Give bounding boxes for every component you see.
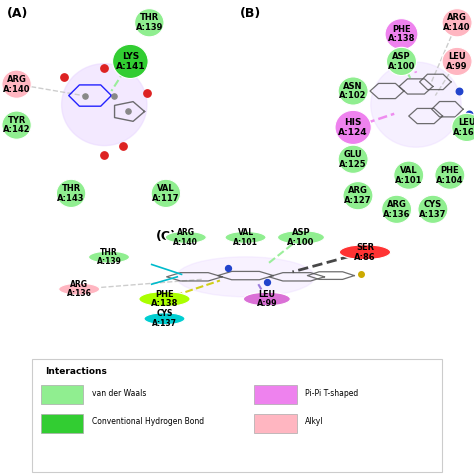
Point xyxy=(357,271,365,278)
Text: ARG
A:136: ARG A:136 xyxy=(67,280,91,299)
FancyBboxPatch shape xyxy=(254,413,297,432)
Circle shape xyxy=(442,9,472,37)
Text: ARG
A:127: ARG A:127 xyxy=(344,186,372,205)
Circle shape xyxy=(225,231,266,243)
Circle shape xyxy=(113,45,148,79)
Text: VAL
A:101: VAL A:101 xyxy=(395,166,422,184)
Text: LEU
A:163: LEU A:163 xyxy=(453,118,474,137)
Circle shape xyxy=(382,195,411,223)
FancyBboxPatch shape xyxy=(41,385,83,404)
Text: ASN
A:102: ASN A:102 xyxy=(339,82,367,100)
FancyBboxPatch shape xyxy=(254,385,297,404)
Text: GLU
A:125: GLU A:125 xyxy=(339,150,367,169)
Text: PHE
A:104: PHE A:104 xyxy=(436,166,464,184)
Text: ARG
A:140: ARG A:140 xyxy=(443,13,471,32)
Circle shape xyxy=(343,182,373,210)
Text: HIS
A:124: HIS A:124 xyxy=(338,118,368,137)
Circle shape xyxy=(452,113,474,142)
Circle shape xyxy=(56,179,86,208)
Text: PHE
A:138: PHE A:138 xyxy=(388,25,415,44)
Text: VAL
A:117: VAL A:117 xyxy=(152,184,180,203)
Text: Pi-Pi T-shaped: Pi-Pi T-shaped xyxy=(305,389,358,398)
FancyBboxPatch shape xyxy=(41,413,83,432)
Text: (B): (B) xyxy=(239,7,261,20)
Text: THR
A:143: THR A:143 xyxy=(57,184,85,203)
Circle shape xyxy=(277,230,324,244)
Circle shape xyxy=(59,283,100,295)
Point xyxy=(465,110,473,118)
Circle shape xyxy=(335,110,371,145)
Text: ARG
A:140: ARG A:140 xyxy=(173,228,198,247)
Circle shape xyxy=(151,179,181,208)
Text: ARG
A:136: ARG A:136 xyxy=(383,200,410,219)
Text: van der Waals: van der Waals xyxy=(92,389,146,398)
Text: CYS
A:137: CYS A:137 xyxy=(419,200,447,219)
Circle shape xyxy=(385,18,418,50)
Point xyxy=(143,90,151,97)
Point xyxy=(82,92,89,100)
Text: Alkyl: Alkyl xyxy=(305,418,324,426)
Circle shape xyxy=(338,145,368,173)
Point xyxy=(100,151,108,158)
Circle shape xyxy=(89,251,129,263)
Text: PHE
A:138: PHE A:138 xyxy=(151,290,178,309)
Circle shape xyxy=(165,231,206,243)
Text: LEU
A:99: LEU A:99 xyxy=(256,290,277,309)
Text: LEU
A:99: LEU A:99 xyxy=(447,52,468,71)
Text: TYR
A:142: TYR A:142 xyxy=(3,116,30,135)
Text: CYS
A:137: CYS A:137 xyxy=(152,310,177,328)
Circle shape xyxy=(135,9,164,37)
Point xyxy=(100,64,108,72)
Point xyxy=(119,142,127,149)
Text: THR
A:139: THR A:139 xyxy=(136,13,163,32)
Circle shape xyxy=(386,47,417,75)
Text: ARG
A:140: ARG A:140 xyxy=(3,75,30,93)
Circle shape xyxy=(338,77,368,105)
Circle shape xyxy=(418,195,448,223)
Point xyxy=(456,87,463,95)
Text: SER
A:86: SER A:86 xyxy=(354,243,376,262)
Circle shape xyxy=(371,62,461,147)
Text: Interactions: Interactions xyxy=(45,367,107,376)
Text: Conventional Hydrogen Bond: Conventional Hydrogen Bond xyxy=(92,418,204,426)
Circle shape xyxy=(144,313,185,325)
Circle shape xyxy=(442,47,472,75)
Point xyxy=(60,73,68,81)
Circle shape xyxy=(139,292,190,306)
Text: VAL
A:101: VAL A:101 xyxy=(233,228,258,247)
Point xyxy=(110,92,118,100)
Text: (A): (A) xyxy=(7,7,28,20)
Text: LYS
A:141: LYS A:141 xyxy=(116,52,145,71)
Circle shape xyxy=(244,292,290,306)
Point xyxy=(124,108,132,115)
Point xyxy=(225,264,232,272)
Point xyxy=(263,278,271,285)
Text: THR
A:139: THR A:139 xyxy=(97,248,121,266)
Text: ASP
A:100: ASP A:100 xyxy=(388,52,415,71)
Circle shape xyxy=(62,64,147,146)
Circle shape xyxy=(339,245,391,260)
Text: ASP
A:100: ASP A:100 xyxy=(287,228,315,247)
Circle shape xyxy=(2,111,31,139)
Circle shape xyxy=(176,257,315,297)
Circle shape xyxy=(435,161,465,189)
Circle shape xyxy=(2,70,31,98)
Circle shape xyxy=(394,161,424,189)
Text: (C): (C) xyxy=(156,230,177,243)
